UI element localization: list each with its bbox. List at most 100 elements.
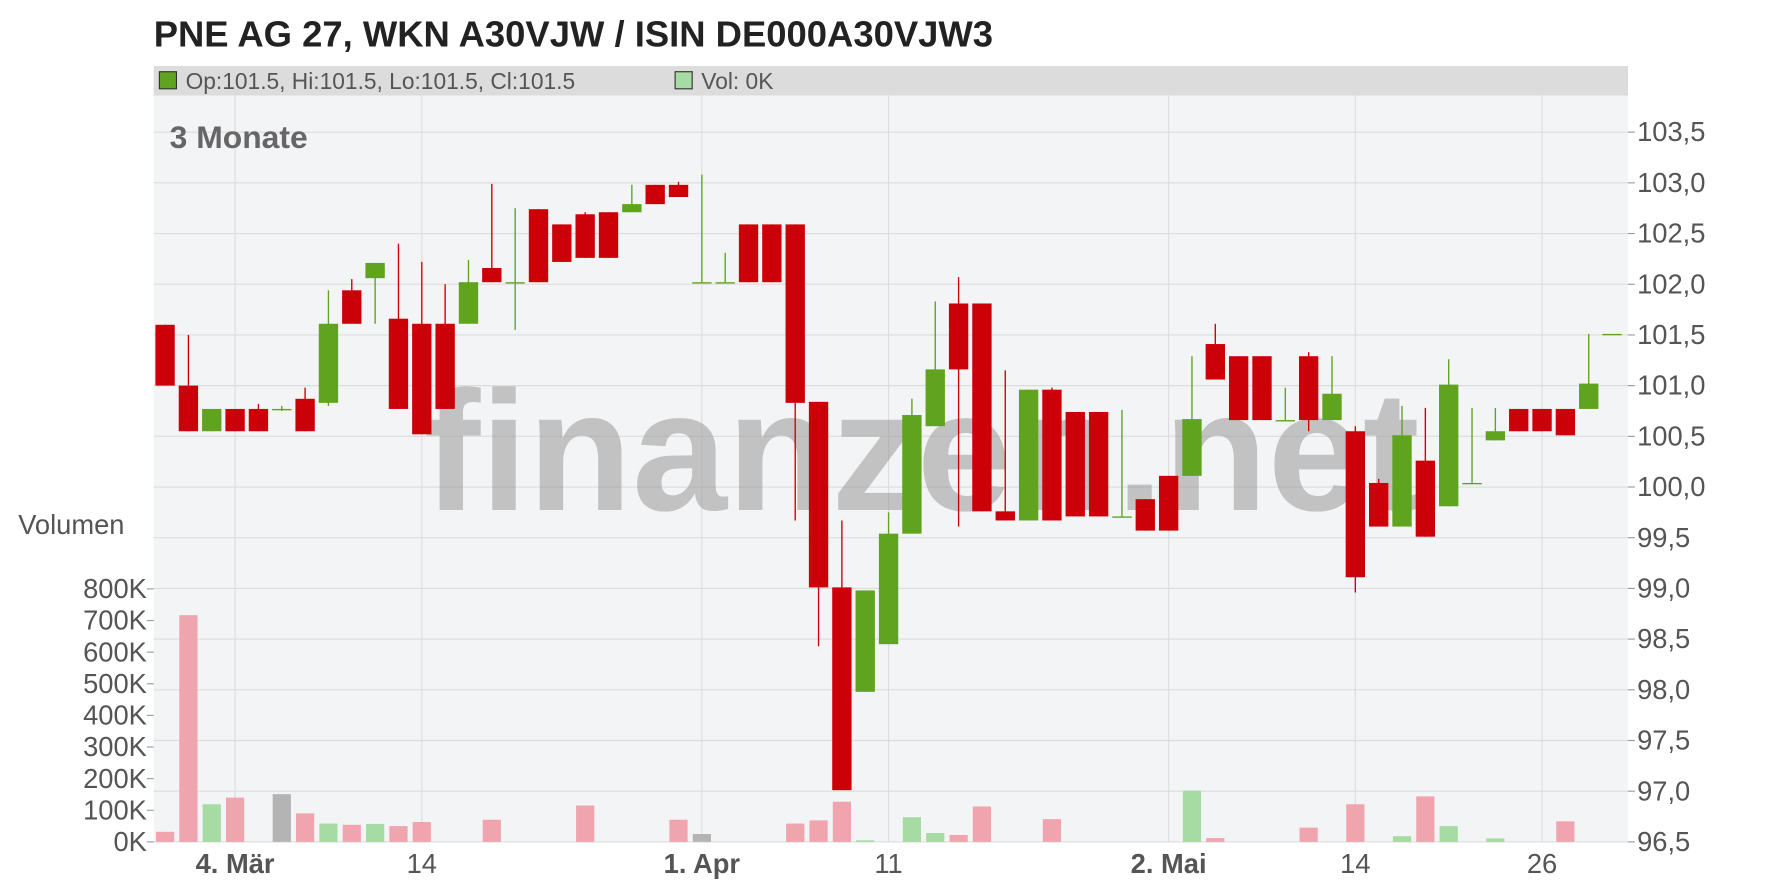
y2-tick-label: 100K xyxy=(83,794,147,825)
marks xyxy=(155,174,1622,842)
candle-body xyxy=(1345,431,1366,578)
y-tick-label: 96,5 xyxy=(1637,826,1690,857)
y2-tick-label: 700K xyxy=(83,605,147,636)
candle-body xyxy=(668,184,689,198)
candle-body xyxy=(1485,431,1506,441)
candle-body xyxy=(1462,482,1482,485)
candle-body xyxy=(762,224,782,283)
x-tick-label: 11 xyxy=(874,848,902,879)
y2-tick-label: 200K xyxy=(83,763,147,794)
volume-bar xyxy=(1416,796,1435,842)
candle-body xyxy=(948,303,969,370)
candle-body xyxy=(318,323,339,403)
y-tick-label: 98,5 xyxy=(1637,623,1690,654)
candle-body xyxy=(225,408,245,432)
candle-body xyxy=(855,590,875,692)
volume-bar xyxy=(296,813,315,842)
volume-bar xyxy=(576,805,595,842)
x-tick-label: 2. Mai xyxy=(1131,848,1207,879)
volume-bar xyxy=(856,840,875,842)
candle-body xyxy=(785,224,805,403)
volume-bar xyxy=(926,833,945,842)
volume-bar xyxy=(155,831,175,842)
volume-bar xyxy=(272,794,291,842)
y2-tick-label: 400K xyxy=(83,700,147,731)
volume-bar xyxy=(692,833,711,842)
legend-volume-info: Vol: 0K xyxy=(701,68,773,94)
volume-bar xyxy=(225,797,245,842)
candle-body xyxy=(1275,420,1295,422)
chart-title: PNE AG 27, WKN A30VJW / ISIN DE000A30VJW… xyxy=(154,14,993,55)
y2-tick-label: 500K xyxy=(83,668,147,699)
period-label: 3 Monate xyxy=(170,119,308,155)
x-tick-label: 4. Mär xyxy=(196,848,275,879)
candle-body xyxy=(155,324,175,386)
candle-body xyxy=(1205,344,1225,380)
candle-body xyxy=(1252,356,1272,421)
volume-bar xyxy=(902,817,922,842)
candle-body xyxy=(1112,516,1132,518)
candle-body xyxy=(272,408,292,411)
candle-body xyxy=(622,204,642,213)
candle-body xyxy=(1135,499,1155,531)
candle-body xyxy=(1532,408,1552,432)
y-tick-label: 102,0 xyxy=(1637,268,1705,299)
candle-body xyxy=(1369,482,1389,527)
volume-bar xyxy=(412,821,431,842)
y-tick-label: 102,5 xyxy=(1637,218,1705,249)
candle-body xyxy=(1182,419,1202,476)
y-tick-label: 103,5 xyxy=(1637,116,1705,147)
volume-bar xyxy=(1182,790,1202,842)
candle-body xyxy=(458,282,479,324)
y-tick-label: 98,0 xyxy=(1637,674,1690,705)
x-tick-label: 1. Apr xyxy=(664,848,741,879)
volume-bar xyxy=(202,804,221,842)
candle-body xyxy=(435,323,455,409)
candle-body xyxy=(248,408,269,432)
candle-body xyxy=(482,268,502,283)
volume-bar xyxy=(482,819,501,842)
candle-body xyxy=(295,398,315,432)
x-tick-label: 14 xyxy=(1340,848,1370,879)
candle-body xyxy=(1509,408,1529,432)
candle-body xyxy=(1228,356,1249,421)
candle-body xyxy=(1602,333,1622,336)
candle-body xyxy=(925,369,945,427)
candle-body xyxy=(995,511,1015,521)
y-tick-label: 101,5 xyxy=(1637,319,1705,350)
candle-body xyxy=(645,184,665,205)
volume-bar xyxy=(832,801,851,842)
candle-body xyxy=(1298,356,1319,421)
candle-body xyxy=(692,282,712,284)
legend-price-swatch xyxy=(158,71,178,90)
candle-body xyxy=(388,318,409,409)
candle-body xyxy=(972,303,992,512)
candle-body xyxy=(505,282,525,284)
candle-body xyxy=(1322,393,1342,421)
volume-bar xyxy=(389,826,408,842)
candle-body xyxy=(832,587,852,791)
volume-bar xyxy=(179,615,198,842)
volume-bar xyxy=(1392,836,1412,842)
candle-body xyxy=(1065,411,1085,517)
volume-bar xyxy=(809,820,828,842)
candle-body xyxy=(202,408,222,432)
volume-bar xyxy=(786,823,805,842)
y-tick-label: 100,0 xyxy=(1637,471,1705,502)
candle-body xyxy=(808,401,829,588)
x-tick-label: 26 xyxy=(1527,848,1557,879)
candle-body xyxy=(1415,460,1436,537)
candle-body xyxy=(878,533,899,645)
y-tick-label: 97,5 xyxy=(1637,725,1690,756)
candle-body xyxy=(1439,384,1459,507)
y-tick-label: 103,0 xyxy=(1637,167,1705,198)
candle-body xyxy=(1042,389,1062,521)
volume-bar xyxy=(1206,838,1225,842)
y2-tick-label: 800K xyxy=(83,573,147,604)
candle-body xyxy=(1555,408,1576,436)
candle-body xyxy=(1088,411,1109,517)
volume-bar xyxy=(1556,821,1575,842)
volume-bar xyxy=(319,823,338,842)
